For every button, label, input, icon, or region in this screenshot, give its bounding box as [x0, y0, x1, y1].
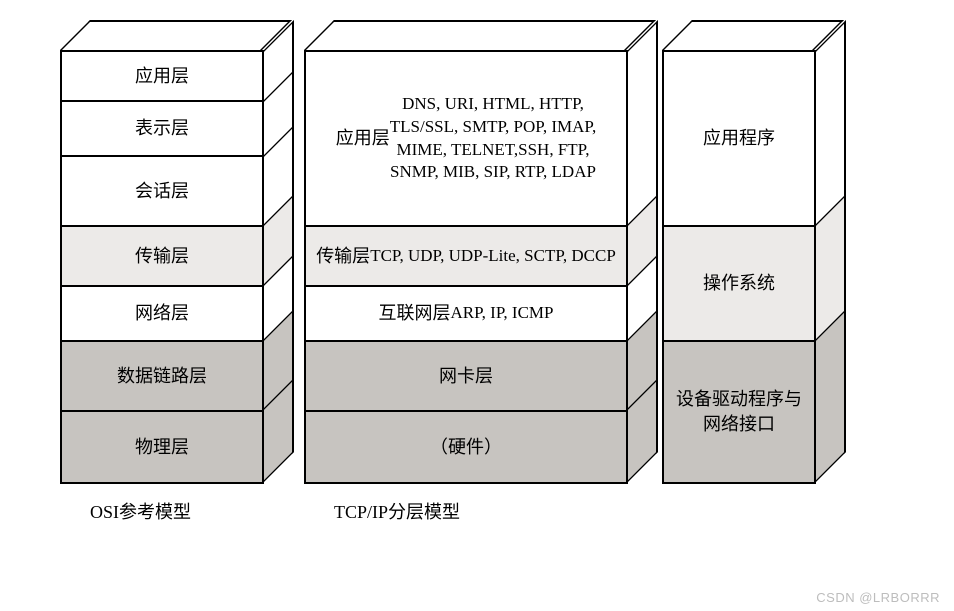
layer-title: （硬件） [430, 435, 502, 459]
impl-segment: 应用程序 [664, 52, 814, 227]
layer-detail: DNS, URI, HTML, HTTP,TLS/SSL, SMTP, POP,… [390, 93, 596, 185]
tcpip-front-face: 应用层DNS, URI, HTML, HTTP,TLS/SSL, SMTP, P… [304, 50, 628, 484]
layer-title: 互联网层 [379, 301, 451, 325]
osi-side-face [264, 20, 294, 482]
osi-block: 应用层表示层会话层传输层网络层数据链路层物理层 OSI参考模型 [60, 20, 264, 524]
layer-row: 数据链路层 [62, 342, 262, 412]
layer-row: 物理层 [62, 412, 262, 482]
tcpip-block: 应用层DNS, URI, HTML, HTTP,TLS/SSL, SMTP, P… [304, 20, 628, 524]
layer-row: 表示层 [62, 102, 262, 157]
layer-row: 网络层 [62, 287, 262, 342]
layer-row: 应用层DNS, URI, HTML, HTTP,TLS/SSL, SMTP, P… [306, 52, 626, 227]
impl-segment: 设备驱动程序与网络接口 [664, 342, 814, 482]
side-segment [816, 313, 844, 480]
layer-title: 会话层 [135, 179, 189, 203]
tcpip-top-face [304, 20, 656, 50]
impl-block: 应用程序操作系统设备驱动程序与网络接口 [662, 20, 816, 484]
watermark: CSDN @LRBORRR [816, 590, 940, 605]
layer-row: 互联网层ARP, IP, ICMP [306, 287, 626, 342]
impl-side-face [816, 20, 846, 482]
layer-title: 传输层 [135, 244, 189, 268]
layer-title: 应用层 [135, 64, 189, 88]
network-model-diagram: 应用层表示层会话层传输层网络层数据链路层物理层 OSI参考模型 应用层DNS, … [20, 20, 934, 524]
impl-top-face [662, 20, 844, 50]
tcpip-3d: 应用层DNS, URI, HTML, HTTP,TLS/SSL, SMTP, P… [304, 50, 628, 484]
osi-3d: 应用层表示层会话层传输层网络层数据链路层物理层 [60, 50, 264, 484]
tcpip-caption: TCP/IP分层模型 [304, 498, 628, 524]
layer-title: 应用层 [336, 126, 390, 150]
layer-detail: TCP, UDP, UDP-Lite, SCTP, DCCP [370, 245, 616, 268]
layer-row: 会话层 [62, 157, 262, 227]
layer-row: 传输层 [62, 227, 262, 287]
side-segment [816, 24, 844, 226]
layer-title: 表示层 [135, 116, 189, 140]
layer-row: （硬件） [306, 412, 626, 482]
impl-segment: 操作系统 [664, 227, 814, 342]
layer-title: 物理层 [135, 435, 189, 459]
osi-caption: OSI参考模型 [60, 498, 264, 524]
impl-front-face: 应用程序操作系统设备驱动程序与网络接口 [662, 50, 816, 484]
osi-top-face [60, 20, 292, 50]
layer-title: 数据链路层 [117, 364, 207, 388]
layer-row: 应用层 [62, 52, 262, 102]
layer-title: 网络层 [135, 301, 189, 325]
tcpip-side-face [628, 20, 658, 482]
layer-title: 传输层 [316, 244, 370, 268]
layer-detail: ARP, IP, ICMP [451, 302, 554, 325]
side-segment [628, 24, 656, 226]
osi-front-face: 应用层表示层会话层传输层网络层数据链路层物理层 [60, 50, 264, 484]
layer-title: 网卡层 [439, 364, 493, 388]
layer-row: 网卡层 [306, 342, 626, 412]
layer-row: 传输层TCP, UDP, UDP-Lite, SCTP, DCCP [306, 227, 626, 287]
impl-3d: 应用程序操作系统设备驱动程序与网络接口 [662, 50, 816, 484]
